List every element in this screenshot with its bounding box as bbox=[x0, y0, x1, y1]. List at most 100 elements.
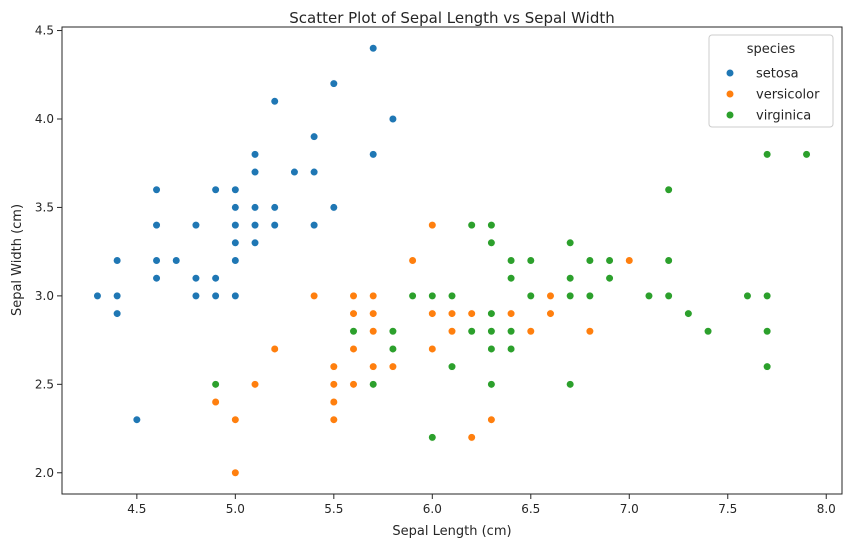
point-virginica bbox=[388, 327, 398, 336]
point-setosa bbox=[250, 203, 260, 212]
legend: species setosa versicolor virginica bbox=[708, 34, 834, 128]
legend-items: setosa versicolor virginica bbox=[725, 67, 820, 124]
point-versicolor bbox=[447, 309, 457, 318]
point-versicolor bbox=[546, 291, 555, 300]
point-virginica bbox=[369, 380, 378, 389]
point-virginica bbox=[566, 380, 575, 389]
point-versicolor bbox=[349, 380, 358, 389]
legend-title: species bbox=[747, 42, 796, 57]
point-virginica bbox=[487, 221, 496, 230]
point-versicolor bbox=[369, 362, 378, 371]
point-virginica bbox=[703, 327, 713, 336]
point-setosa bbox=[250, 221, 260, 230]
point-versicolor bbox=[625, 256, 634, 265]
point-virginica bbox=[743, 291, 752, 300]
point-versicolor bbox=[329, 380, 338, 389]
point-virginica bbox=[566, 238, 575, 247]
point-setosa bbox=[369, 150, 378, 159]
point-setosa bbox=[250, 238, 260, 247]
point-setosa bbox=[152, 185, 161, 194]
point-virginica bbox=[763, 291, 772, 300]
point-virginica bbox=[487, 327, 496, 336]
plot-frame bbox=[61, 26, 843, 495]
point-setosa bbox=[231, 185, 240, 194]
point-versicolor bbox=[546, 309, 555, 318]
point-virginica bbox=[566, 274, 575, 283]
point-virginica bbox=[684, 309, 693, 318]
point-setosa bbox=[231, 203, 240, 212]
point-setosa bbox=[191, 221, 201, 230]
point-setosa bbox=[113, 256, 122, 265]
point-setosa bbox=[250, 150, 260, 159]
point-virginica bbox=[467, 327, 476, 336]
point-versicolor bbox=[349, 291, 358, 300]
point-versicolor bbox=[329, 397, 338, 407]
point-versicolor bbox=[231, 415, 240, 424]
point-virginica bbox=[644, 291, 654, 300]
point-setosa bbox=[132, 415, 141, 424]
point-setosa bbox=[290, 167, 299, 177]
point-setosa bbox=[172, 256, 181, 265]
point-virginica bbox=[763, 150, 772, 159]
point-setosa bbox=[231, 238, 240, 247]
y-tick-label: 3.0 bbox=[35, 289, 54, 303]
point-virginica bbox=[487, 380, 496, 389]
point-setosa bbox=[310, 167, 319, 177]
x-axis: 4.5 5.0 5.5 6.0 6.5 7.0 7.5 8.0 bbox=[127, 494, 836, 516]
point-setosa bbox=[211, 291, 220, 300]
point-versicolor bbox=[211, 397, 220, 407]
point-versicolor bbox=[585, 327, 594, 336]
point-virginica bbox=[408, 291, 417, 300]
point-virginica bbox=[585, 256, 594, 265]
point-versicolor bbox=[428, 344, 437, 354]
point-versicolor bbox=[231, 468, 240, 477]
point-virginica bbox=[605, 274, 614, 283]
points-layer bbox=[93, 44, 811, 477]
point-setosa bbox=[329, 203, 338, 212]
point-virginica bbox=[763, 362, 772, 371]
point-versicolor bbox=[467, 433, 476, 442]
point-virginica bbox=[664, 185, 673, 194]
point-virginica bbox=[428, 291, 437, 300]
point-virginica bbox=[664, 256, 673, 265]
y-tick-label: 2.0 bbox=[35, 466, 54, 480]
legend-marker-versicolor bbox=[725, 89, 735, 99]
point-versicolor bbox=[467, 309, 476, 318]
point-versicolor bbox=[408, 256, 417, 265]
point-versicolor bbox=[349, 309, 358, 318]
x-tick-label: 6.5 bbox=[521, 502, 540, 516]
point-setosa bbox=[231, 221, 240, 230]
point-setosa bbox=[152, 221, 161, 230]
point-versicolor bbox=[270, 344, 279, 354]
y-axis-label: Sepal Width (cm) bbox=[10, 204, 25, 316]
point-versicolor bbox=[428, 309, 437, 318]
point-setosa bbox=[310, 221, 319, 230]
point-setosa bbox=[310, 132, 319, 141]
legend-box bbox=[708, 34, 834, 128]
point-setosa bbox=[250, 167, 260, 177]
point-setosa bbox=[211, 185, 220, 194]
point-setosa bbox=[191, 291, 201, 300]
point-setosa bbox=[152, 256, 161, 265]
point-setosa bbox=[329, 79, 338, 88]
x-tick-label: 7.0 bbox=[620, 502, 639, 516]
x-tick-label: 5.5 bbox=[324, 502, 343, 516]
y-tick-label: 4.0 bbox=[35, 112, 54, 126]
point-virginica bbox=[605, 256, 614, 265]
legend-marker-setosa bbox=[725, 68, 735, 78]
point-setosa bbox=[93, 291, 102, 300]
legend-label-setosa: setosa bbox=[756, 67, 799, 82]
point-virginica bbox=[506, 274, 516, 283]
y-axis: 2.0 2.5 3.0 3.5 4.0 4.5 bbox=[35, 24, 62, 480]
point-versicolor bbox=[487, 415, 496, 424]
point-versicolor bbox=[428, 221, 437, 230]
point-versicolor bbox=[369, 309, 378, 318]
point-setosa bbox=[388, 114, 398, 124]
point-versicolor bbox=[369, 327, 378, 336]
x-tick-label: 6.0 bbox=[423, 502, 442, 516]
point-virginica bbox=[428, 433, 437, 442]
point-setosa bbox=[270, 221, 279, 230]
point-virginica bbox=[447, 362, 457, 371]
point-virginica bbox=[585, 291, 594, 300]
